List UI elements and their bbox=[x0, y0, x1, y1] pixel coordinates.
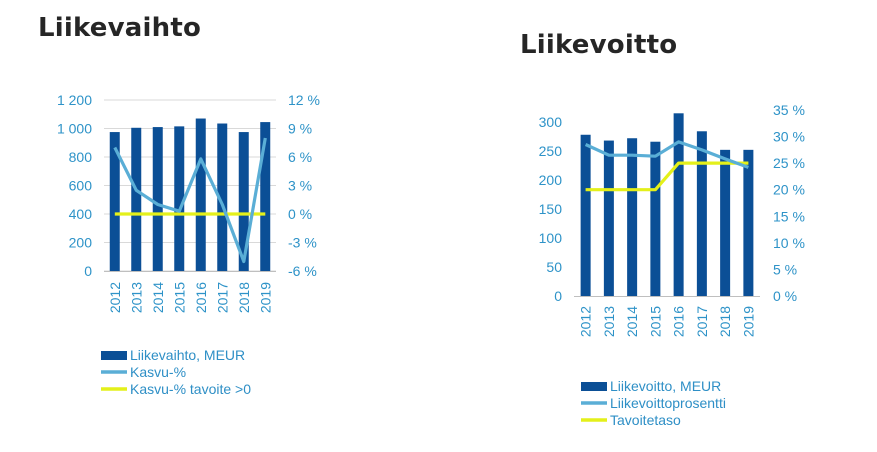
y-right-tick-label: -3 % bbox=[288, 235, 317, 251]
x-tick-label: 2017 bbox=[214, 282, 230, 313]
chart-liikevaihto: 0 200 400 600 800 1 000 1 200 -6 % -3 % 0 % 3 % 6 %… bbox=[57, 92, 320, 397]
y-left-tick-label: 150 bbox=[539, 201, 563, 217]
legend-label: Kasvu-% bbox=[130, 364, 186, 380]
bar bbox=[217, 123, 228, 271]
bar bbox=[174, 126, 185, 271]
y-left-tick-label: 200 bbox=[539, 172, 563, 188]
y-right-tick-label: 3 % bbox=[288, 178, 312, 194]
y-left-tick-label: 100 bbox=[539, 230, 563, 246]
y-left-tick-label: 600 bbox=[69, 178, 93, 194]
x-tick-label: 2015 bbox=[171, 282, 187, 313]
x-tick-label: 2019 bbox=[257, 282, 273, 313]
bar bbox=[131, 127, 142, 271]
line-series-target bbox=[585, 161, 749, 192]
y-right-tick-label: 35 % bbox=[773, 102, 805, 118]
bar bbox=[720, 149, 731, 296]
y-right-tick-label: 0 % bbox=[773, 288, 797, 304]
legend-swatch-bar bbox=[581, 382, 607, 391]
y-left-tick-label: 400 bbox=[69, 206, 93, 222]
chart-title-liikevaihto: Liikevaihto bbox=[38, 13, 202, 43]
legend-label: Liikevoittoprosentti bbox=[610, 395, 726, 411]
chart-title-liikevoitto: Liikevoitto bbox=[520, 30, 678, 60]
bar bbox=[152, 127, 163, 271]
y-left-tick-label: 1 000 bbox=[57, 121, 92, 137]
x-tick-label: 2017 bbox=[694, 306, 710, 337]
x-tick-label: 2013 bbox=[128, 282, 144, 313]
bar bbox=[580, 134, 591, 296]
x-tick-label: 2018 bbox=[236, 282, 252, 313]
bar bbox=[195, 118, 206, 272]
x-tick-label: 2016 bbox=[671, 306, 687, 337]
y-left-tick-label: 200 bbox=[69, 235, 93, 251]
y-left-tick-label: 300 bbox=[539, 114, 563, 130]
x-tick-label: 2014 bbox=[624, 306, 640, 337]
x-tick-label: 2015 bbox=[647, 306, 663, 337]
x-tick-label: 2012 bbox=[107, 282, 123, 313]
bar bbox=[603, 140, 614, 296]
y-right-tick-label: 6 % bbox=[288, 149, 312, 165]
legend-swatch-bar bbox=[101, 351, 127, 360]
y-left-tick-label: 0 bbox=[84, 263, 92, 279]
y-right-tick-label: 30 % bbox=[773, 129, 805, 145]
legend-label: Kasvu-% tavoite >0 bbox=[130, 381, 251, 397]
chart-liikevoitto: 0 50 100 150 200 250 300 0 % 5 % 10 % 15 % 20 % 25 %… bbox=[539, 102, 805, 428]
y-left-tick-label: 1 200 bbox=[57, 92, 92, 108]
line-series-main bbox=[584, 140, 749, 169]
y-right-tick-label: 10 % bbox=[773, 235, 805, 251]
y-left-tick-label: 250 bbox=[539, 143, 563, 159]
y-left-tick-label: 800 bbox=[69, 149, 93, 165]
bar bbox=[238, 132, 249, 271]
legend-label: Liikevoitto, MEUR bbox=[610, 378, 721, 394]
y-right-tick-label: 12 % bbox=[288, 92, 320, 108]
bar bbox=[696, 131, 707, 296]
y-left-tick-label: 0 bbox=[554, 288, 562, 304]
line-series-main bbox=[113, 137, 267, 264]
y-right-tick-label: 20 % bbox=[773, 182, 805, 198]
y-right-tick-label: 9 % bbox=[288, 121, 312, 137]
x-tick-label: 2018 bbox=[717, 306, 733, 337]
x-tick-label: 2019 bbox=[740, 306, 756, 337]
y-left-tick-label: 50 bbox=[546, 259, 562, 275]
bar bbox=[743, 149, 754, 296]
y-right-tick-label: 15 % bbox=[773, 208, 805, 224]
legend-label: Tavoitetaso bbox=[610, 412, 681, 428]
x-tick-label: 2016 bbox=[193, 282, 209, 313]
bar bbox=[650, 141, 661, 296]
bar bbox=[673, 113, 684, 296]
y-right-tick-label: 25 % bbox=[773, 155, 805, 171]
x-tick-label: 2012 bbox=[578, 306, 594, 337]
bar bbox=[627, 138, 638, 296]
y-right-tick-label: 5 % bbox=[773, 261, 797, 277]
bar bbox=[109, 132, 120, 271]
legend-label: Liikevaihto, MEUR bbox=[130, 347, 245, 363]
y-right-tick-label: 0 % bbox=[288, 206, 312, 222]
x-tick-label: 2014 bbox=[150, 282, 166, 313]
x-tick-label: 2013 bbox=[601, 306, 617, 337]
y-right-tick-label: -6 % bbox=[288, 263, 317, 279]
bar bbox=[260, 122, 271, 272]
